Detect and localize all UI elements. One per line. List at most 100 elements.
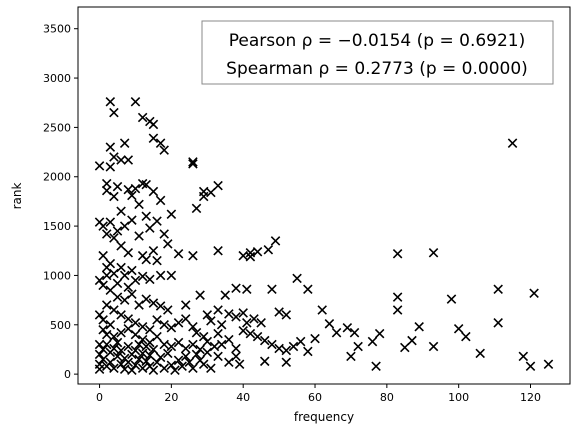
data-point	[216, 320, 227, 330]
data-point	[137, 271, 148, 282]
data-point	[155, 138, 166, 148]
data-point	[173, 318, 184, 328]
data-point	[130, 318, 141, 328]
data-point	[346, 351, 356, 362]
data-point	[180, 343, 191, 354]
data-point	[116, 262, 126, 273]
data-point	[155, 301, 166, 311]
y-tick-label: 3500	[43, 23, 71, 36]
data-point	[392, 248, 403, 259]
data-point	[109, 268, 119, 279]
data-point	[177, 361, 187, 372]
data-point	[101, 329, 112, 340]
data-point	[195, 344, 205, 355]
data-point	[98, 250, 108, 261]
data-point	[127, 265, 137, 276]
data-point	[475, 348, 485, 359]
data-point	[259, 335, 270, 346]
data-point	[116, 327, 126, 338]
data-point	[148, 365, 159, 375]
data-point	[202, 347, 213, 358]
data-point	[252, 331, 263, 342]
data-point	[134, 354, 144, 365]
y-tick-label: 1000	[43, 269, 71, 282]
data-point	[98, 324, 108, 335]
data-point	[130, 360, 141, 371]
data-point	[163, 305, 173, 315]
data-point	[371, 361, 381, 372]
data-point	[543, 359, 554, 370]
data-point	[353, 341, 363, 352]
data-point	[141, 356, 151, 367]
data-point	[180, 300, 191, 310]
data-point	[188, 157, 198, 167]
data-point	[137, 321, 148, 332]
data-point	[109, 363, 119, 373]
data-point	[112, 292, 123, 302]
data-point	[407, 335, 417, 346]
y-tick-label: 500	[50, 319, 71, 332]
data-point	[98, 344, 108, 355]
x-tick-label: 80	[380, 391, 394, 404]
data-point	[123, 341, 134, 352]
data-point	[446, 294, 457, 304]
data-point	[141, 294, 151, 304]
y-axis-label: rank	[10, 183, 24, 210]
data-point	[213, 180, 223, 191]
data-point	[163, 239, 173, 249]
data-point	[134, 300, 144, 310]
data-point	[119, 270, 130, 281]
data-point	[166, 341, 177, 352]
data-point	[123, 357, 134, 368]
data-point	[274, 307, 284, 317]
data-point	[173, 337, 184, 348]
data-point	[105, 320, 116, 330]
data-point	[109, 331, 119, 342]
data-point	[295, 336, 306, 347]
data-points	[94, 96, 554, 375]
data-point	[288, 341, 299, 352]
data-point	[105, 217, 116, 227]
data-point	[159, 320, 169, 330]
data-point	[119, 138, 130, 148]
data-point	[493, 318, 503, 328]
data-point	[116, 155, 126, 165]
data-point	[220, 290, 231, 300]
data-point	[141, 179, 151, 190]
data-point	[109, 107, 119, 118]
data-point	[213, 246, 223, 256]
data-point	[123, 282, 134, 293]
data-point	[303, 284, 313, 295]
data-point	[270, 236, 281, 246]
data-point	[180, 351, 191, 362]
data-point	[94, 275, 105, 286]
data-point	[349, 327, 360, 338]
data-point	[414, 321, 424, 332]
data-point	[281, 357, 292, 368]
y-axis-ticks: 0 500 1000 1500 2000 2500 3000 3500	[43, 23, 78, 381]
data-point	[130, 183, 141, 194]
y-tick-label: 1500	[43, 220, 71, 233]
data-point	[231, 343, 241, 354]
data-point	[94, 161, 105, 171]
data-point	[98, 315, 108, 325]
data-point	[392, 305, 403, 315]
data-point	[166, 360, 177, 371]
data-point	[324, 319, 335, 329]
y-tick-label: 0	[64, 368, 71, 381]
data-point	[141, 211, 151, 221]
data-point	[525, 361, 536, 372]
data-point	[173, 355, 184, 366]
data-point	[101, 339, 112, 350]
x-tick-label: 120	[520, 391, 541, 404]
data-point	[123, 155, 134, 165]
data-point	[461, 331, 471, 342]
data-point	[155, 270, 166, 281]
data-point	[155, 352, 166, 363]
data-point	[101, 178, 112, 189]
data-point	[123, 247, 134, 258]
data-point	[245, 251, 256, 262]
data-point	[493, 284, 503, 295]
data-point	[130, 96, 141, 107]
data-point	[101, 262, 112, 273]
